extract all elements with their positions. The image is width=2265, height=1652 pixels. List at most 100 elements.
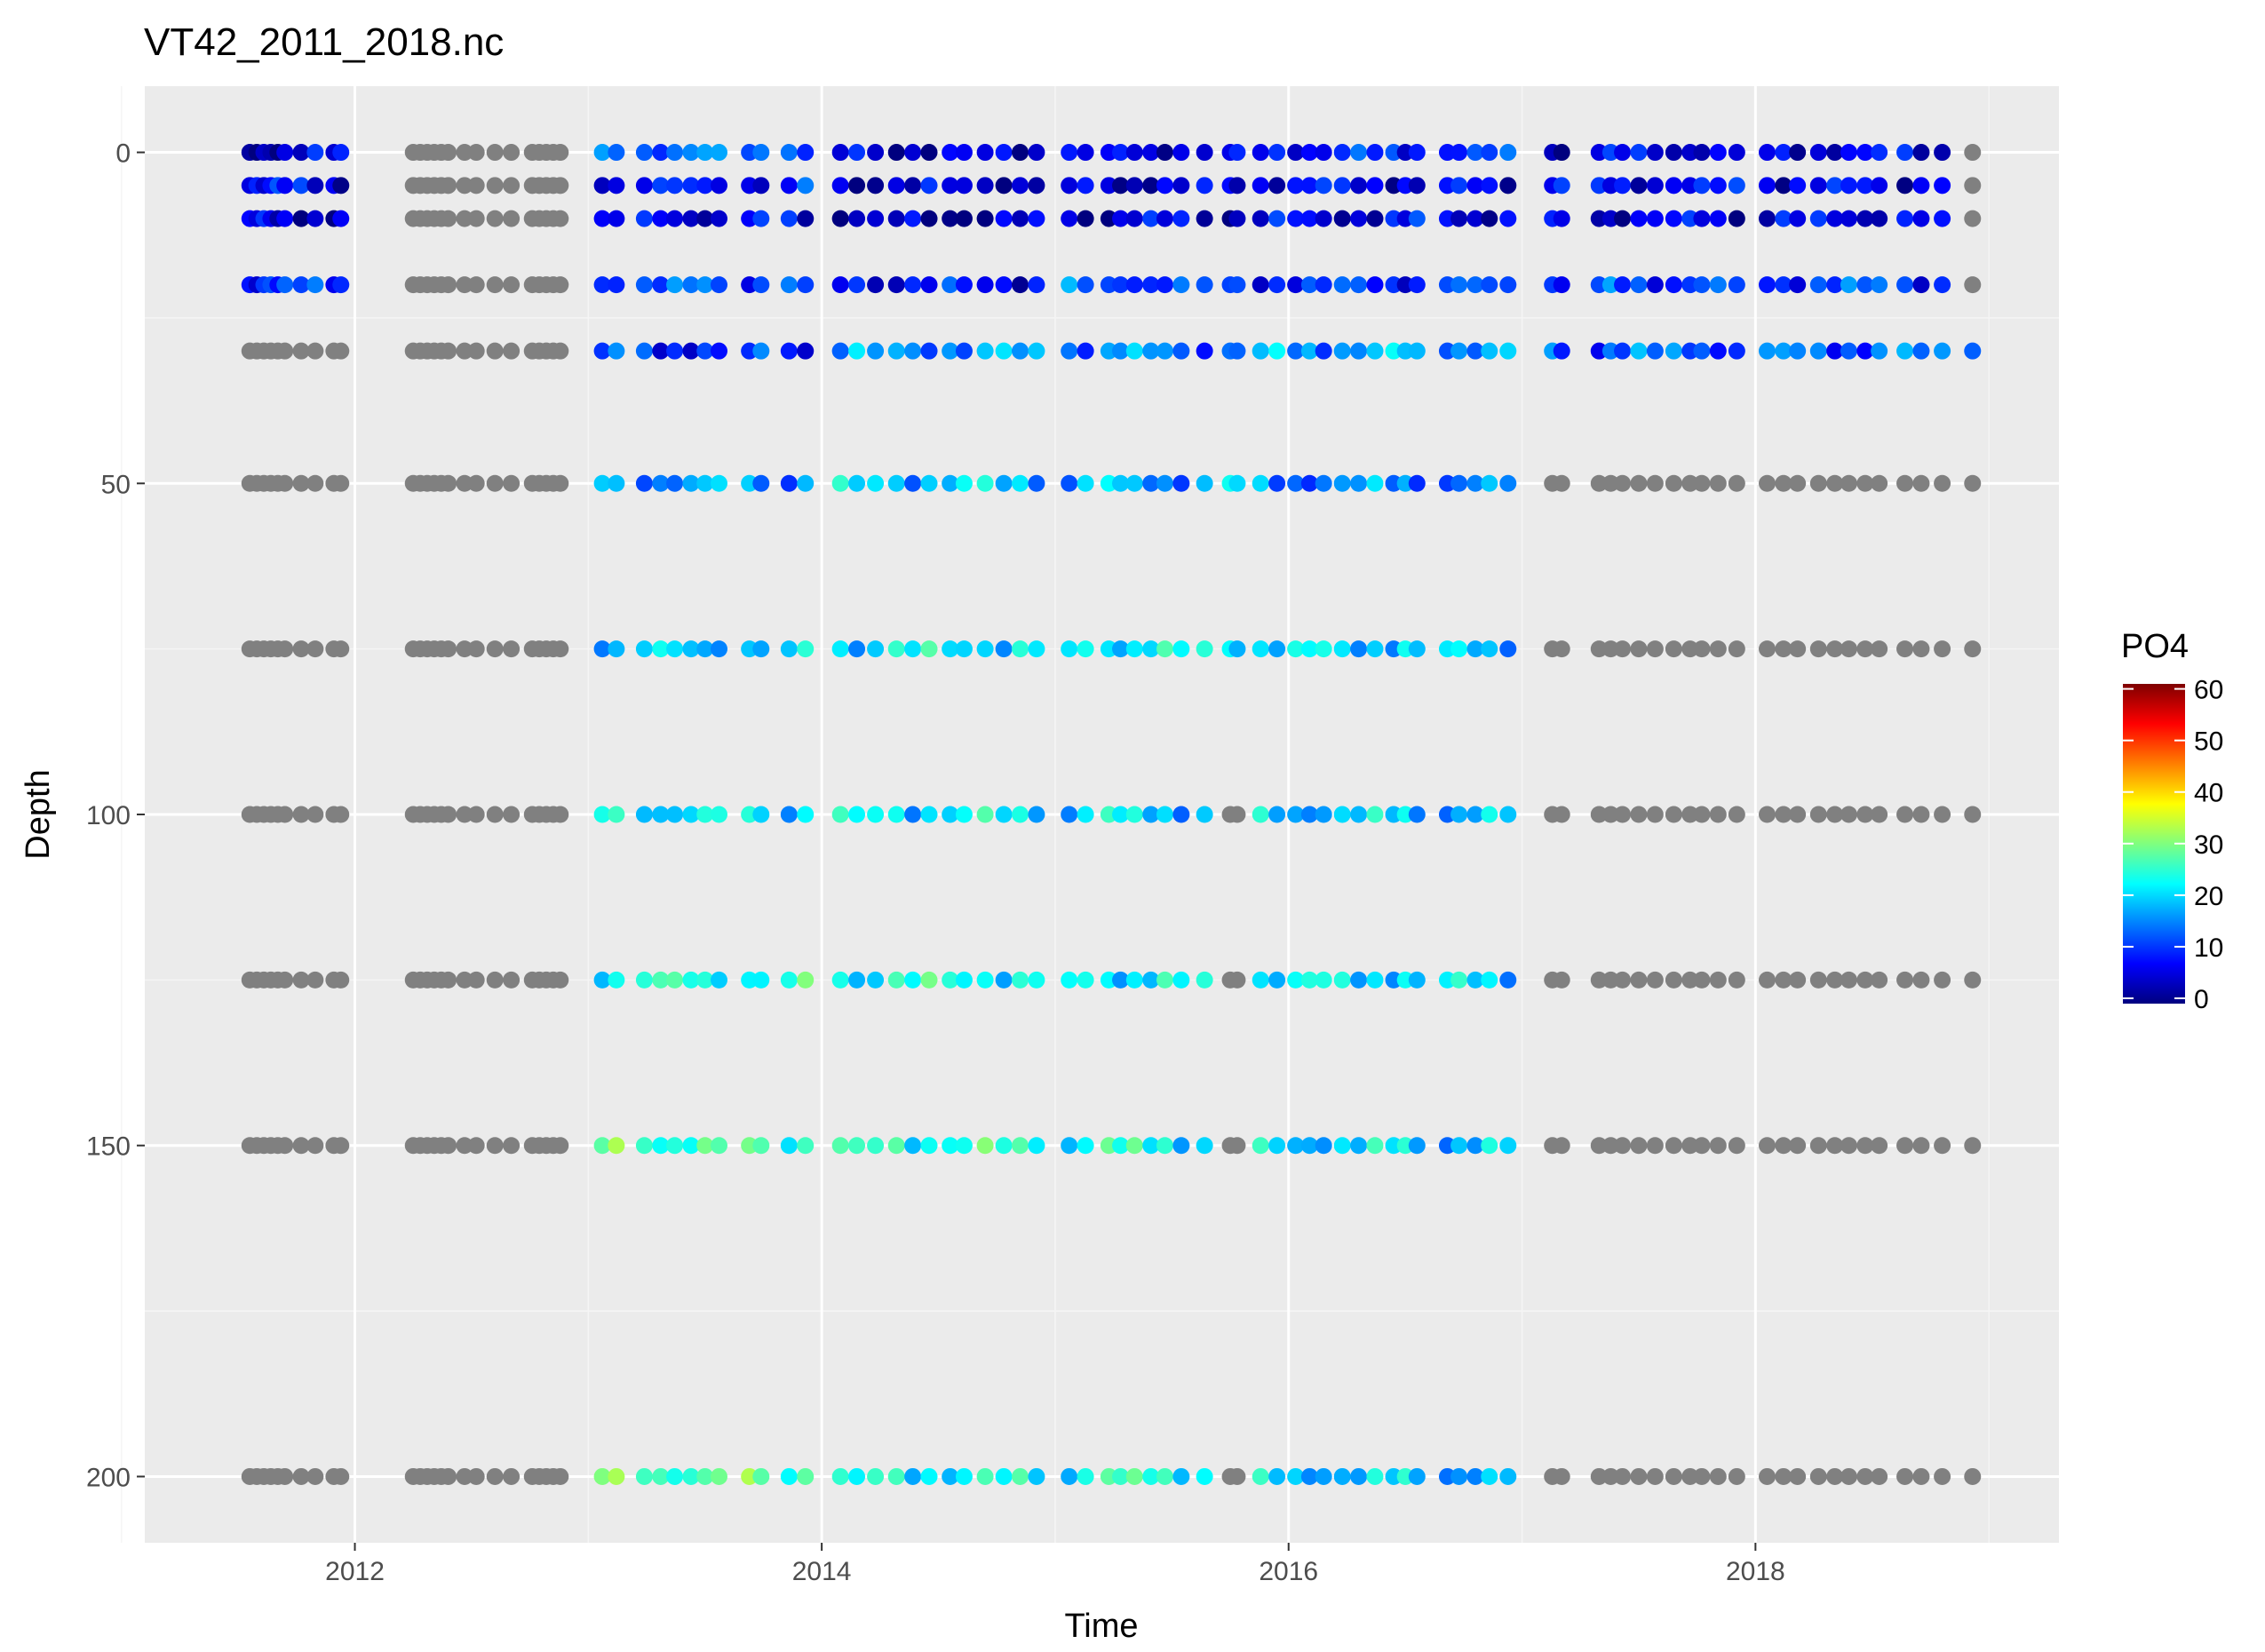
data-point [1012,640,1029,658]
data-point [831,144,849,162]
data-point [1871,1467,1888,1485]
data-point [486,1137,504,1155]
data-point [1408,342,1426,360]
data-point [1934,144,1951,162]
data-point [1709,1137,1727,1155]
data-point [456,1467,473,1485]
data-point [1934,474,1951,492]
data-point [666,971,684,989]
data-point [1789,210,1807,227]
legend-label: 0 [2194,985,2209,1014]
data-point [1061,210,1078,227]
data-point [741,276,759,294]
data-point [752,1137,770,1155]
data-point [635,640,653,658]
data-point [292,1137,310,1155]
data-point [1028,971,1045,989]
data-point [467,474,485,492]
data-point [904,1137,922,1155]
data-point [1396,971,1414,989]
data-point [1553,210,1570,227]
data-point [1809,177,1827,195]
data-point [848,342,866,360]
data-point [608,1467,625,1485]
data-point [1614,640,1632,658]
data-point [1287,1137,1305,1155]
data-point [1366,806,1384,823]
data-point [741,640,759,658]
data-point [1350,177,1368,195]
data-point [904,806,922,823]
data-point [1450,144,1468,162]
data-point [1385,1467,1403,1485]
data-point [887,210,905,227]
data-point [1028,1137,1045,1155]
data-point [1758,640,1776,658]
data-point [867,474,885,492]
data-point [440,1467,457,1485]
data-point [1665,1137,1682,1155]
data-point [1438,210,1456,227]
data-point [1366,474,1384,492]
data-point [1840,806,1857,823]
data-point [1077,1137,1094,1155]
data-point [1964,971,1982,989]
data-point [1601,971,1619,989]
data-point [1287,640,1305,658]
data-point [593,1467,611,1485]
data-point [1268,474,1286,492]
data-point [1125,640,1143,658]
data-point [1871,342,1888,360]
data-point [1287,806,1305,823]
data-point [1775,177,1792,195]
data-point [1775,1467,1792,1485]
data-point [440,1137,457,1155]
data-point [976,640,994,658]
data-point [1840,177,1857,195]
data-point [904,1467,922,1485]
data-point [635,177,653,195]
data-point [887,342,905,360]
data-point [1012,971,1029,989]
data-point [486,177,504,195]
data-point [1934,1137,1951,1155]
data-point [1826,474,1844,492]
data-point [1728,177,1745,195]
data-point [1333,177,1351,195]
data-point [608,177,625,195]
data-point [1964,342,1982,360]
data-point [1871,177,1888,195]
data-point [666,1467,684,1485]
data-point [503,144,521,162]
data-point [666,806,684,823]
data-point [652,342,670,360]
data-point [467,640,485,658]
data-point [1856,474,1874,492]
data-point [276,1137,294,1155]
data-point [1125,806,1143,823]
data-point [1450,971,1468,989]
data-point [920,474,938,492]
data-point [1077,342,1094,360]
data-point [1028,276,1045,294]
data-point [1028,640,1045,658]
data-point [635,1467,653,1485]
data-point [1142,342,1160,360]
data-point [593,640,611,658]
data-point [1125,971,1143,989]
data-point [652,177,670,195]
data-point [942,640,959,658]
data-point [1665,144,1682,162]
data-point [1871,144,1888,162]
data-point [1300,276,1318,294]
data-point [1758,1467,1776,1485]
data-point [1077,1467,1094,1485]
data-point [1646,474,1664,492]
data-point [1826,177,1844,195]
data-point [1142,210,1160,227]
data-point [1061,177,1078,195]
data-point [920,1467,938,1485]
data-point [1693,806,1711,823]
data-point [1012,1137,1029,1155]
data-point [1481,1137,1498,1155]
